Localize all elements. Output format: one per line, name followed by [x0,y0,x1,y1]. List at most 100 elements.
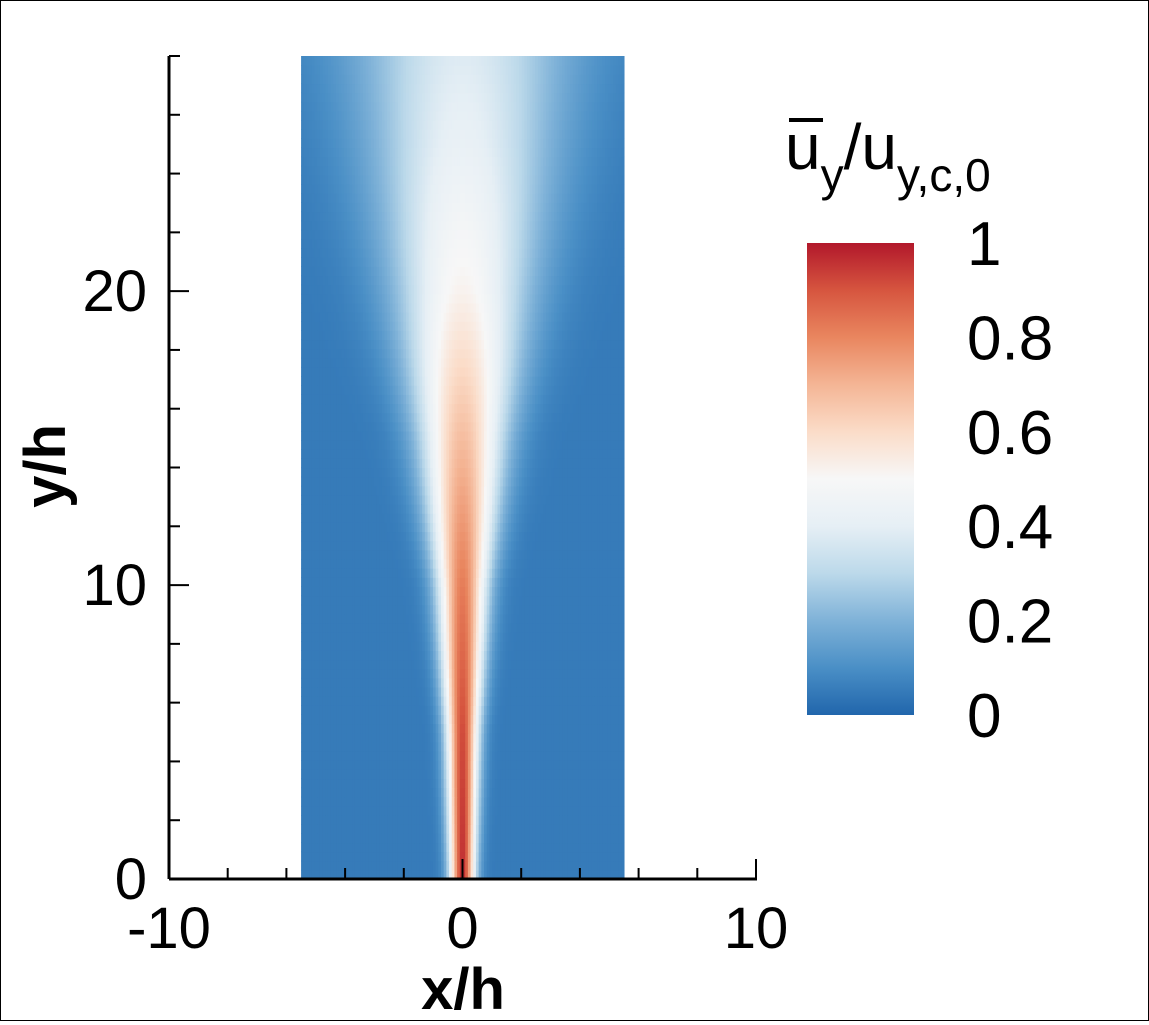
field-cell [615,741,620,752]
field-cell [432,769,437,780]
field-cell [513,604,517,615]
field-cell [317,769,321,780]
field-cell [327,622,332,633]
field-cell [336,714,340,725]
field-cell [338,568,343,578]
field-cell [613,595,617,606]
field-cell [427,622,431,633]
field-cell [575,769,579,780]
field-cell [494,604,499,615]
field-cell [422,686,426,697]
field-cell [373,750,378,761]
field-cell [478,750,482,761]
field-cell [322,796,326,807]
field-cell [432,869,437,880]
field-cell [438,842,442,853]
field-cell [389,677,394,688]
field-cell [607,668,612,679]
field-cell [516,787,520,798]
field-cell [470,805,474,816]
field-cell [475,824,480,834]
field-cell [467,851,472,862]
field-cell [519,750,523,761]
field-cell [346,833,351,844]
field-cell [330,641,334,651]
field-cell [352,842,356,853]
field-cell [365,769,369,780]
field-cell [610,613,614,624]
field-cell [306,641,310,651]
field-cell [373,677,378,688]
field-cell [588,686,593,697]
field-cell [438,641,442,651]
field-cell [338,842,343,853]
field-cell [467,622,472,633]
field-cell [510,833,515,844]
field-cell [599,613,603,624]
field-cell [387,805,391,816]
field-cell [419,787,423,798]
field-cell [424,769,429,780]
field-cell [327,604,332,615]
field-cell [422,586,426,597]
field-cell [432,714,437,725]
field-cell [446,860,450,871]
field-cell [583,787,587,798]
field-cell [502,677,507,688]
field-cell [615,750,620,761]
field-cell [322,869,326,880]
field-cell [481,622,485,633]
field-cell [570,805,574,816]
field-cell [306,860,310,871]
field-cell [352,869,356,880]
field-cell [467,641,472,651]
field-cell [545,805,550,816]
field-cell [354,869,359,880]
field-cell [408,842,412,853]
field-cell [376,686,380,697]
field-cell [564,860,569,871]
field-cell [502,814,507,825]
field-cell [570,595,574,606]
field-cell [543,659,547,670]
field-cell [373,686,378,697]
field-cell [346,696,351,706]
field-cell [478,860,482,871]
field-cell [338,869,343,880]
field-cell [535,750,539,761]
field-cell [408,650,412,661]
field-cell [575,778,579,789]
field-cell [548,650,552,661]
field-cell [486,787,490,798]
field-cell [451,595,456,606]
field-cell [599,805,603,816]
field-cell [319,860,324,871]
field-cell [317,778,321,789]
field-cell [567,760,571,770]
field-cell [535,796,539,807]
field-cell [349,632,353,642]
field-cell [373,842,378,853]
field-cell [618,805,622,816]
field-cell [362,851,367,862]
field-cell [362,769,367,780]
field-cell [529,769,534,780]
field-cell [537,723,542,734]
field-cell [322,586,326,597]
field-cell [605,714,609,725]
field-cell [416,814,421,825]
field-cell [545,586,550,597]
field-cell [344,641,348,651]
field-cell [559,805,563,816]
field-cell [406,869,410,880]
field-cell [519,714,523,725]
field-cell [610,622,614,633]
field-cell [462,577,466,587]
field-cell [376,622,380,633]
field-cell [545,686,550,697]
field-cell [438,869,442,880]
field-cell [360,686,364,697]
field-cell [586,750,590,761]
field-cell [543,723,547,734]
field-cell [397,833,402,844]
